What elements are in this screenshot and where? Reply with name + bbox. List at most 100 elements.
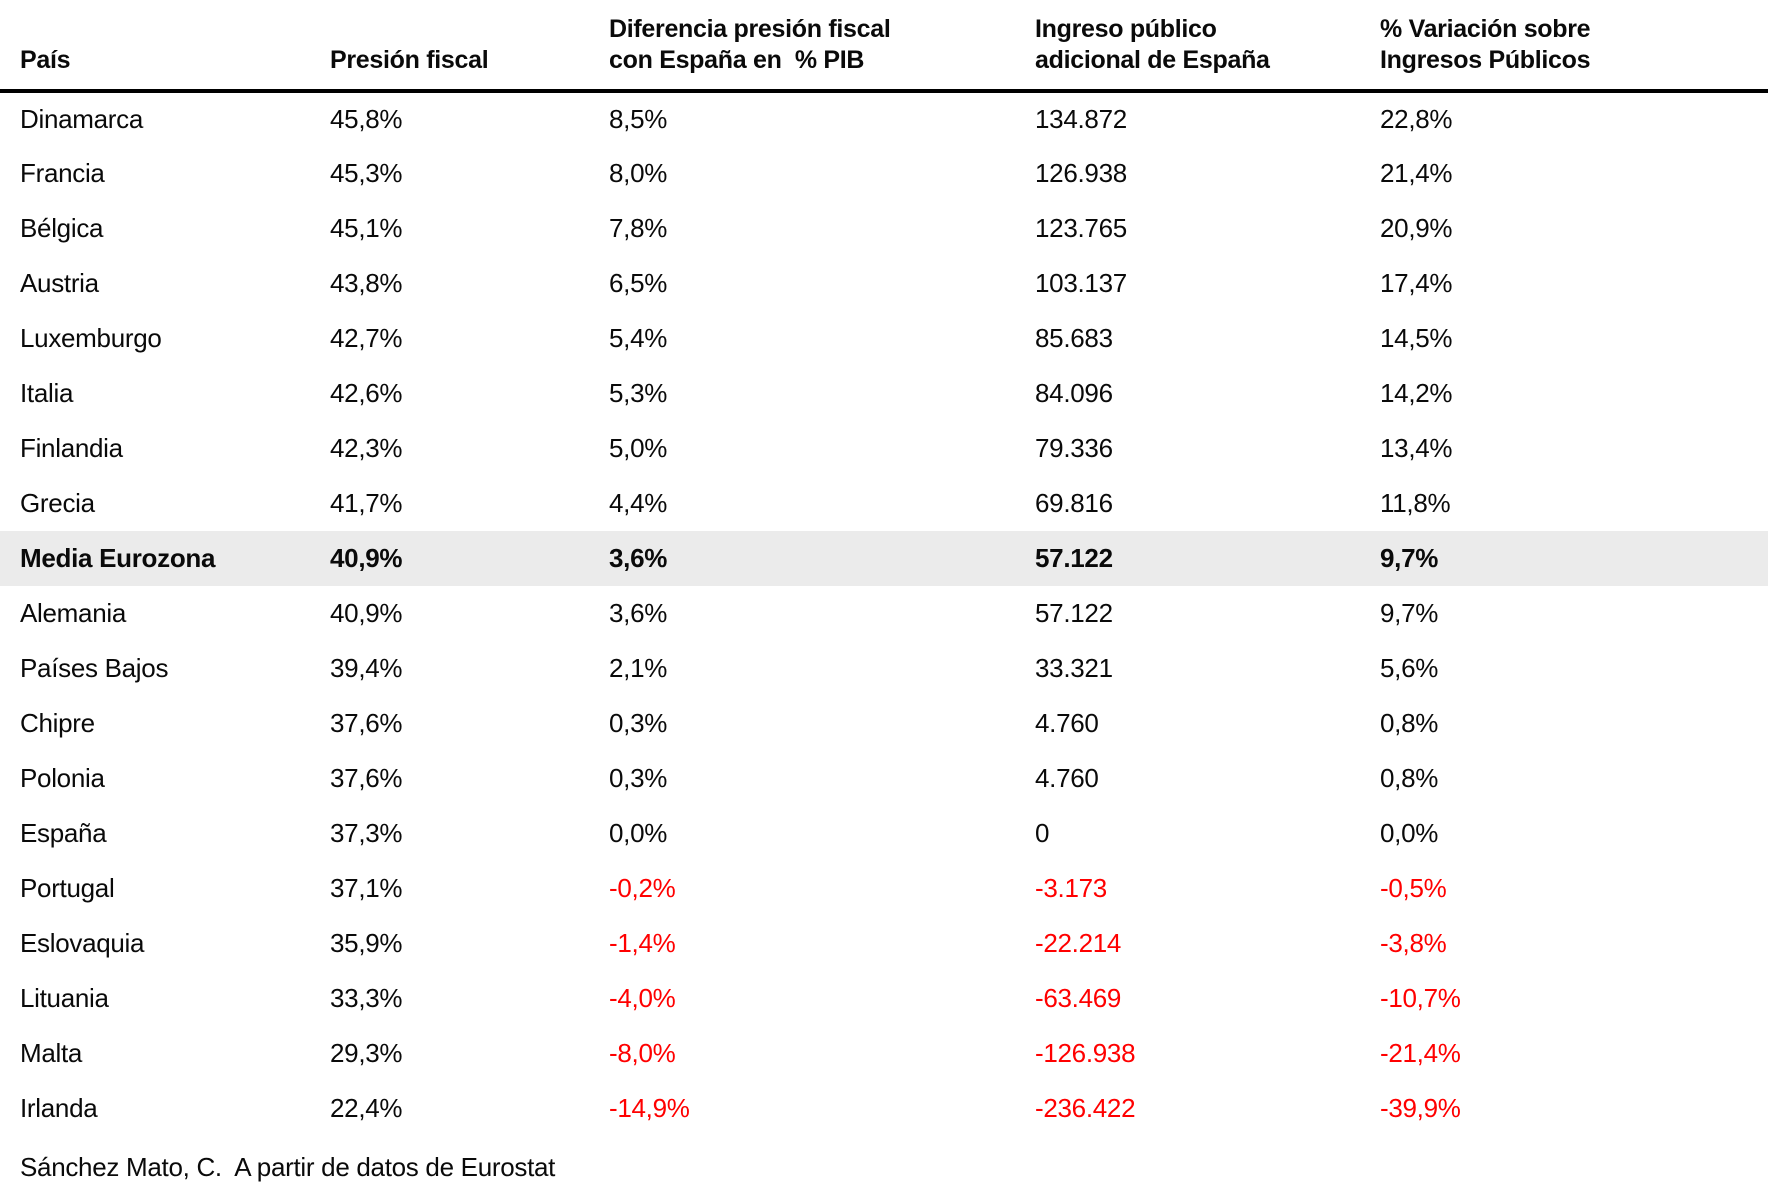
cell-ingreso-publico: 123.765 — [1035, 213, 1127, 243]
table-row: Grecia 41,7% 4,4% 69.816 11,8% — [0, 476, 1768, 531]
cell-diferencia-presion: 2,1% — [609, 653, 668, 683]
column-header-presion-fiscal: Presión fiscal — [330, 0, 609, 93]
cell-ingreso-publico: -63.469 — [1035, 983, 1122, 1013]
cell-variacion-ingresos: -21,4% — [1380, 1038, 1461, 1068]
cell-diferencia-presion: 0,3% — [609, 763, 668, 793]
cell-diferencia-presion: 6,5% — [609, 268, 668, 298]
cell-variacion-ingresos: 14,5% — [1380, 323, 1453, 353]
cell-diferencia-presion: 7,8% — [609, 213, 668, 243]
cell-ingreso-publico: 57.122 — [1035, 598, 1113, 628]
cell-variacion-ingresos: -0,5% — [1380, 873, 1447, 903]
cell-variacion-ingresos: 0,8% — [1380, 763, 1439, 793]
table-header: País Presión fiscal Diferencia presión f… — [0, 0, 1768, 93]
cell-ingreso-publico: -22.214 — [1035, 928, 1122, 958]
cell-presion-fiscal: 29,3% — [330, 1038, 403, 1068]
cell-country: Irlanda — [20, 1093, 98, 1123]
cell-presion-fiscal: 42,6% — [330, 378, 403, 408]
table-row: Francia 45,3% 8,0% 126.938 21,4% — [0, 146, 1768, 201]
table-row: Italia 42,6% 5,3% 84.096 14,2% — [0, 366, 1768, 421]
cell-presion-fiscal: 35,9% — [330, 928, 403, 958]
cell-variacion-ingresos: 9,7% — [1380, 543, 1439, 573]
cell-diferencia-presion: 3,6% — [609, 543, 668, 573]
cell-country: Austria — [20, 268, 99, 298]
cell-ingreso-publico: -236.422 — [1035, 1093, 1136, 1123]
cell-ingreso-publico: 57.122 — [1035, 543, 1113, 573]
cell-ingreso-publico: 4.760 — [1035, 708, 1099, 738]
cell-country: Grecia — [20, 488, 95, 518]
cell-ingreso-publico: -126.938 — [1035, 1038, 1136, 1068]
cell-presion-fiscal: 41,7% — [330, 488, 403, 518]
cell-presion-fiscal: 39,4% — [330, 653, 403, 683]
cell-presion-fiscal: 43,8% — [330, 268, 403, 298]
table-row: Portugal 37,1% -0,2% -3.173 -0,5% — [0, 861, 1768, 916]
cell-country: Luxemburgo — [20, 323, 162, 353]
cell-country: Dinamarca — [20, 104, 144, 134]
table-row: Eslovaquia 35,9% -1,4% -22.214 -3,8% — [0, 916, 1768, 971]
cell-country: Polonia — [20, 763, 105, 793]
column-header-variacion-ingresos: % Variación sobre Ingresos Públicos — [1380, 0, 1768, 93]
table-header-row: País Presión fiscal Diferencia presión f… — [0, 0, 1768, 93]
cell-country: Eslovaquia — [20, 928, 145, 958]
cell-diferencia-presion: 3,6% — [609, 598, 668, 628]
table-row: Irlanda 22,4% -14,9% -236.422 -39,9% — [0, 1081, 1768, 1136]
cell-variacion-ingresos: 5,6% — [1380, 653, 1439, 683]
cell-presion-fiscal: 40,9% — [330, 598, 403, 628]
cell-country: Media Eurozona — [20, 543, 216, 573]
cell-presion-fiscal: 45,3% — [330, 158, 403, 188]
cell-variacion-ingresos: -3,8% — [1380, 928, 1447, 958]
cell-country: Finlandia — [20, 433, 123, 463]
cell-presion-fiscal: 42,3% — [330, 433, 403, 463]
cell-ingreso-publico: 85.683 — [1035, 323, 1113, 353]
cell-presion-fiscal: 37,6% — [330, 708, 403, 738]
cell-variacion-ingresos: 17,4% — [1380, 268, 1453, 298]
table-row: Alemania 40,9% 3,6% 57.122 9,7% — [0, 586, 1768, 641]
cell-ingreso-publico: 4.760 — [1035, 763, 1099, 793]
cell-ingreso-publico: 69.816 — [1035, 488, 1113, 518]
cell-variacion-ingresos: 14,2% — [1380, 378, 1453, 408]
cell-variacion-ingresos: 11,8% — [1380, 488, 1451, 518]
cell-ingreso-publico: 79.336 — [1035, 433, 1113, 463]
cell-presion-fiscal: 33,3% — [330, 983, 403, 1013]
cell-diferencia-presion: 4,4% — [609, 488, 668, 518]
table-row: España 37,3% 0,0% 0 0,0% — [0, 806, 1768, 861]
cell-diferencia-presion: 0,0% — [609, 818, 668, 848]
table-row: Polonia 37,6% 0,3% 4.760 0,8% — [0, 751, 1768, 806]
cell-variacion-ingresos: 21,4% — [1380, 158, 1453, 188]
cell-country: España — [20, 818, 107, 848]
cell-ingreso-publico: 126.938 — [1035, 158, 1127, 188]
cell-variacion-ingresos: 22,8% — [1380, 104, 1453, 134]
cell-variacion-ingresos: -39,9% — [1380, 1093, 1461, 1123]
cell-presion-fiscal: 37,3% — [330, 818, 403, 848]
table-body: Dinamarca 45,8% 8,5% 134.872 22,8% Francia 45,… — [0, 91, 1768, 1136]
cell-presion-fiscal: 45,8% — [330, 104, 403, 134]
cell-country: Italia — [20, 378, 74, 408]
cell-variacion-ingresos: -10,7% — [1380, 983, 1461, 1013]
table-row: Austria 43,8% 6,5% 103.137 17,4% — [0, 256, 1768, 311]
cell-diferencia-presion: 5,4% — [609, 323, 668, 353]
table-row: Luxemburgo 42,7% 5,4% 85.683 14,5% — [0, 311, 1768, 366]
cell-ingreso-publico: 103.137 — [1035, 268, 1127, 298]
cell-diferencia-presion: 0,3% — [609, 708, 668, 738]
table-row: Países Bajos 39,4% 2,1% 33.321 5,6% — [0, 641, 1768, 696]
table-row: Media Eurozona 40,9% 3,6% 57.122 9,7% — [0, 531, 1768, 586]
cell-diferencia-presion: 5,3% — [609, 378, 668, 408]
cell-diferencia-presion: -0,2% — [609, 873, 676, 903]
source-note: Sánchez Mato, C. A partir de datos de Eu… — [20, 1152, 556, 1182]
cell-diferencia-presion: -4,0% — [609, 983, 676, 1013]
table-row: Dinamarca 45,8% 8,5% 134.872 22,8% — [0, 91, 1768, 146]
cell-ingreso-publico: 84.096 — [1035, 378, 1113, 408]
fiscal-pressure-table: País Presión fiscal Diferencia presión f… — [0, 0, 1768, 1136]
cell-presion-fiscal: 37,1% — [330, 873, 403, 903]
cell-ingreso-publico: -3.173 — [1035, 873, 1107, 903]
cell-country: Chipre — [20, 708, 95, 738]
cell-presion-fiscal: 42,7% — [330, 323, 403, 353]
cell-ingreso-publico: 134.872 — [1035, 104, 1127, 134]
cell-presion-fiscal: 37,6% — [330, 763, 403, 793]
cell-variacion-ingresos: 13,4% — [1380, 433, 1453, 463]
cell-variacion-ingresos: 0,0% — [1380, 818, 1439, 848]
cell-country: Países Bajos — [20, 653, 169, 683]
cell-diferencia-presion: 8,5% — [609, 104, 668, 134]
cell-country: Bélgica — [20, 213, 104, 243]
table-row: Bélgica 45,1% 7,8% 123.765 20,9% — [0, 201, 1768, 256]
cell-diferencia-presion: -14,9% — [609, 1093, 690, 1123]
